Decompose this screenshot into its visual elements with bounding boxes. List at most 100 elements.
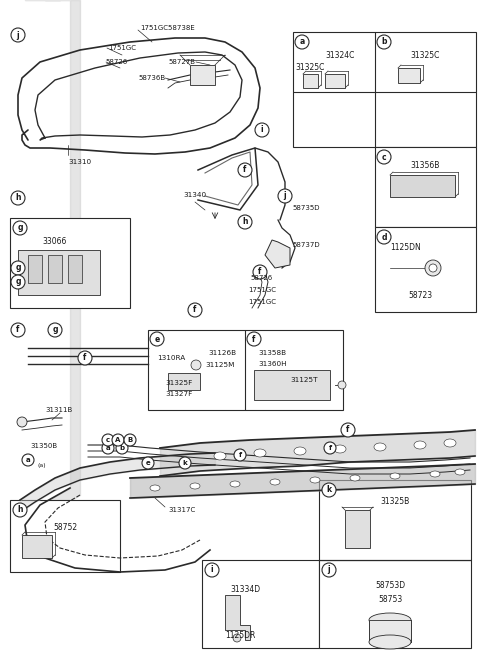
Text: h: h xyxy=(17,505,23,515)
Text: f: f xyxy=(16,326,20,334)
Text: j: j xyxy=(17,30,19,39)
Circle shape xyxy=(22,454,34,466)
Ellipse shape xyxy=(390,473,400,479)
Text: 31311B: 31311B xyxy=(45,407,72,413)
Polygon shape xyxy=(254,370,330,400)
Ellipse shape xyxy=(334,445,346,453)
Ellipse shape xyxy=(150,485,160,491)
Ellipse shape xyxy=(270,479,280,485)
Bar xyxy=(369,620,411,642)
Circle shape xyxy=(102,442,114,454)
Circle shape xyxy=(48,323,62,337)
Text: 58736B: 58736B xyxy=(138,75,165,81)
Text: c: c xyxy=(106,437,110,443)
Circle shape xyxy=(425,260,441,276)
Polygon shape xyxy=(225,595,250,640)
Text: 1310RA: 1310RA xyxy=(157,355,185,361)
Circle shape xyxy=(238,215,252,229)
Circle shape xyxy=(324,442,336,454)
Text: 31317C: 31317C xyxy=(168,507,195,513)
Text: 31334D: 31334D xyxy=(230,586,260,594)
Text: B: B xyxy=(127,437,132,443)
Text: 58723: 58723 xyxy=(408,290,432,299)
Circle shape xyxy=(322,483,336,497)
Bar xyxy=(319,560,471,648)
Circle shape xyxy=(142,457,154,469)
Text: a: a xyxy=(300,38,305,47)
Text: 31125T: 31125T xyxy=(290,377,317,383)
Ellipse shape xyxy=(374,443,386,451)
Text: 33066: 33066 xyxy=(43,238,67,247)
Text: f: f xyxy=(193,305,197,315)
Text: f: f xyxy=(258,268,262,276)
Text: d: d xyxy=(381,232,387,241)
Text: 31325B: 31325B xyxy=(380,497,409,507)
Circle shape xyxy=(11,28,25,42)
Ellipse shape xyxy=(190,483,200,489)
Ellipse shape xyxy=(430,471,440,477)
Circle shape xyxy=(11,261,25,275)
Polygon shape xyxy=(18,250,100,295)
Text: 1751GC: 1751GC xyxy=(248,299,276,305)
Circle shape xyxy=(255,123,269,137)
Text: 1125DR: 1125DR xyxy=(225,630,255,640)
Text: 31126B: 31126B xyxy=(208,350,236,356)
Bar xyxy=(10,500,120,572)
Text: 1751GC: 1751GC xyxy=(108,45,136,51)
Text: 31358B: 31358B xyxy=(258,350,286,356)
Text: f: f xyxy=(328,445,332,451)
Bar xyxy=(375,147,476,227)
Bar xyxy=(202,560,319,648)
Text: e: e xyxy=(155,334,160,343)
Text: e: e xyxy=(145,460,150,466)
Circle shape xyxy=(13,503,27,517)
Polygon shape xyxy=(190,65,215,85)
Ellipse shape xyxy=(444,439,456,447)
Text: A: A xyxy=(115,437,120,443)
Text: 31350B: 31350B xyxy=(30,443,57,449)
Bar xyxy=(148,330,343,410)
Text: 31310: 31310 xyxy=(68,159,91,165)
Text: 31360H: 31360H xyxy=(258,361,287,367)
Bar xyxy=(293,32,476,147)
Ellipse shape xyxy=(230,481,240,487)
Text: 58737D: 58737D xyxy=(292,242,320,248)
Text: 58735D: 58735D xyxy=(292,205,320,211)
Ellipse shape xyxy=(369,613,411,627)
Circle shape xyxy=(205,563,219,577)
Ellipse shape xyxy=(254,449,266,457)
Polygon shape xyxy=(168,373,200,390)
Text: a: a xyxy=(106,445,110,451)
Text: k: k xyxy=(326,486,332,495)
Circle shape xyxy=(124,434,136,446)
Text: 31327F: 31327F xyxy=(165,391,192,397)
Circle shape xyxy=(377,230,391,244)
Circle shape xyxy=(112,434,124,446)
Circle shape xyxy=(377,150,391,164)
Bar xyxy=(375,227,476,312)
Bar xyxy=(10,218,130,308)
Circle shape xyxy=(322,563,336,577)
Ellipse shape xyxy=(414,441,426,449)
Circle shape xyxy=(278,189,292,203)
Text: 58727B: 58727B xyxy=(168,59,195,65)
Circle shape xyxy=(429,264,437,272)
Text: g: g xyxy=(15,278,21,286)
Text: 31125M: 31125M xyxy=(205,362,234,368)
Text: f: f xyxy=(252,334,256,343)
Text: k: k xyxy=(182,460,187,466)
Text: h: h xyxy=(242,218,248,226)
Circle shape xyxy=(78,351,92,365)
Circle shape xyxy=(191,360,201,370)
Circle shape xyxy=(17,417,27,427)
Text: f: f xyxy=(243,166,247,174)
Circle shape xyxy=(233,634,241,642)
Circle shape xyxy=(238,163,252,177)
Circle shape xyxy=(102,434,114,446)
Circle shape xyxy=(116,442,128,454)
Text: h: h xyxy=(15,193,21,203)
Polygon shape xyxy=(303,74,318,88)
Text: g: g xyxy=(52,326,58,334)
Text: 31325C: 31325C xyxy=(295,63,324,72)
Polygon shape xyxy=(345,510,370,548)
